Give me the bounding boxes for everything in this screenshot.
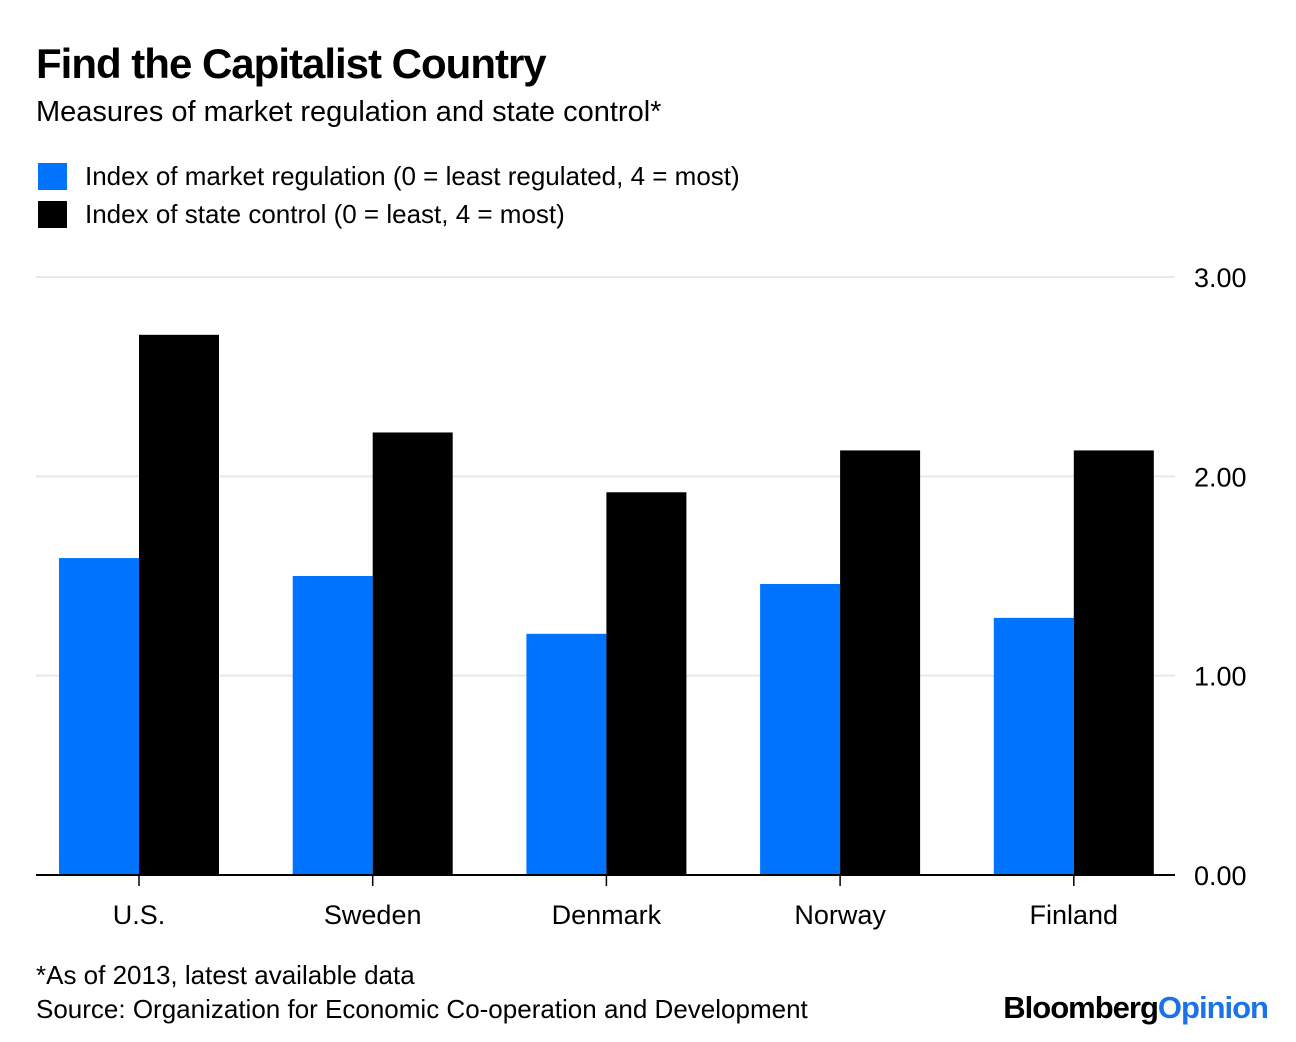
bar-market-regulation <box>526 633 607 875</box>
y-tick-label: 1.00 <box>1194 662 1247 692</box>
bar-market-regulation <box>292 576 373 875</box>
y-tick-label: 0.00 <box>1194 861 1247 891</box>
bar-state-control <box>139 334 219 876</box>
x-tick-label: Denmark <box>552 900 662 930</box>
source-note: Source: Organization for Economic Co-ope… <box>36 994 808 1024</box>
logo-bloomberg: Bloomberg <box>1003 990 1159 1025</box>
y-tick-label: 3.00 <box>1194 263 1247 293</box>
x-tick-label: Norway <box>794 900 886 930</box>
bar-market-regulation <box>760 583 841 875</box>
logo-opinion: Opinion <box>1157 990 1269 1025</box>
x-tick-label: Sweden <box>324 900 422 930</box>
legend-swatch-market-regulation <box>38 162 67 190</box>
y-tick-label: 2.00 <box>1194 462 1247 492</box>
footnote: *As of 2013, latest available data <box>36 960 415 990</box>
legend-swatch-state-control <box>38 200 67 228</box>
chart-subtitle: Measures of market regulation and state … <box>36 96 662 128</box>
x-tick-label: Finland <box>1030 900 1119 930</box>
bar-state-control <box>606 492 687 875</box>
bar-state-control <box>840 450 921 875</box>
bar-state-control <box>372 432 453 875</box>
bar-market-regulation <box>59 558 139 875</box>
legend: Index of market regulation (0 = least re… <box>38 157 740 233</box>
bloomberg-opinion-logo: BloombergOpinion <box>1003 990 1269 1026</box>
bar-market-regulation <box>993 617 1074 875</box>
legend-label-state-control: Index of state control (0 = least, 4 = m… <box>85 198 565 229</box>
legend-item-market-regulation: Index of market regulation (0 = least re… <box>38 157 740 195</box>
chart-title: Find the Capitalist Country <box>36 40 547 87</box>
legend-label-market-regulation: Index of market regulation (0 = least re… <box>85 160 740 191</box>
legend-item-state-control: Index of state control (0 = least, 4 = m… <box>38 195 740 233</box>
bar-state-control <box>1073 450 1154 875</box>
x-tick-label: U.S. <box>113 900 166 930</box>
